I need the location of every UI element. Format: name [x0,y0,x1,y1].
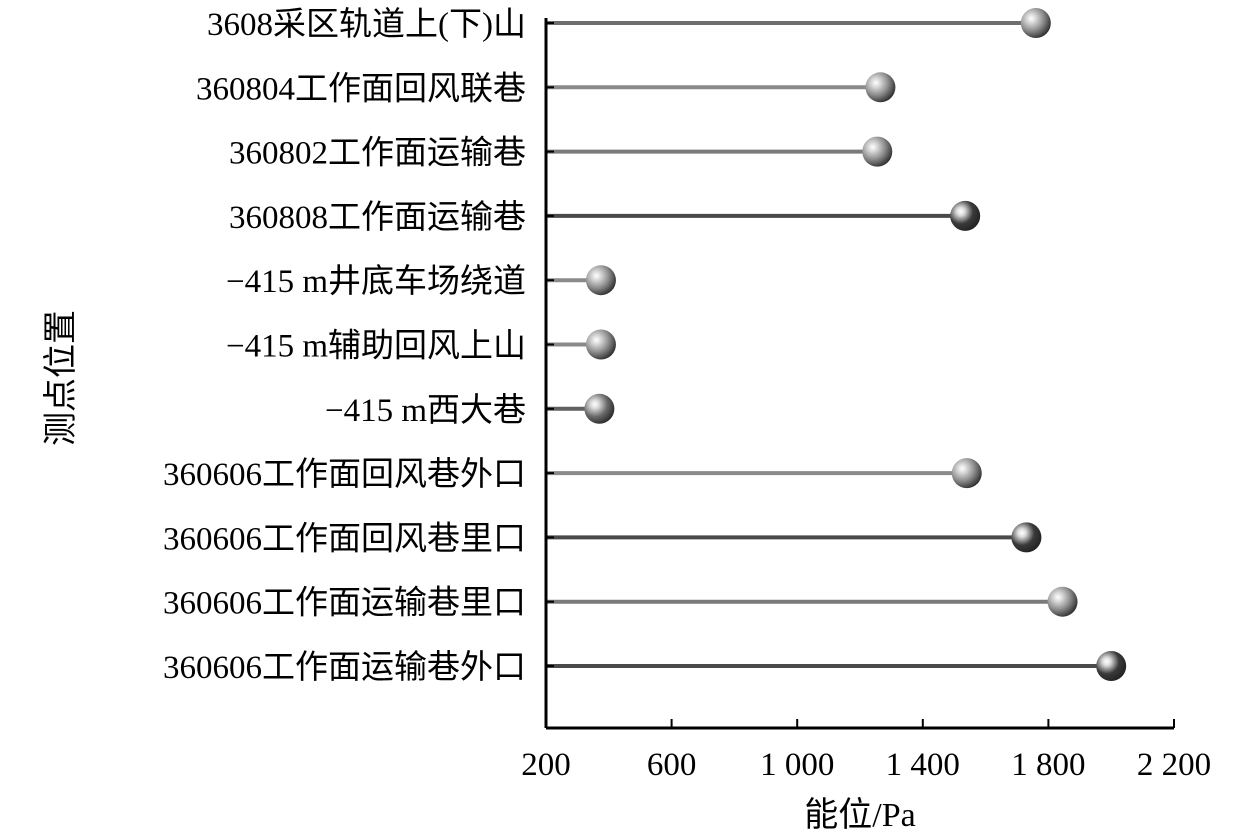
lollipop-marker [1096,651,1127,681]
lollipop-marker [584,393,615,424]
category-label: 360606工作面运输巷里口 [163,585,526,622]
x-ticks-group: 200 600 1 000 1 400 1 800 2 200 [521,719,1211,783]
x-axis-title: 能位/Pa [804,796,915,834]
category-label: 3608采区轨道上(下)山 [207,6,526,43]
category-label: −415 m井底车场绕道 [226,263,526,300]
category-label: 360606工作面回风巷外口 [163,456,526,493]
category-label: 360804工作面回风联巷 [196,71,526,107]
category-labels-group: 3608采区轨道上(下)山 360804工作面回风联巷 360802工作面运输巷 36… [163,6,526,686]
lollipop-marker [865,72,896,103]
x-tick-label: 600 [647,747,697,783]
category-label: −415 m辅助回风上山 [226,328,526,365]
markers-group [584,8,1127,681]
category-label: 360606工作面回风巷里口 [163,521,526,557]
x-tick-label: 2 200 [1137,747,1211,783]
lollipop-marker [950,200,981,231]
lollipop-marker [862,136,893,167]
x-tick-label: 1 000 [760,747,834,783]
x-tick-label: 1 800 [1011,747,1085,783]
lollipop-marker [951,458,982,489]
lollipop-marker [585,265,616,296]
category-label: 360606工作面运输巷外口 [163,649,526,686]
lollipop-marker [1011,522,1042,553]
lollipop-marker [585,329,616,360]
y-axis-title: 测点位置 [42,310,80,446]
category-label: −415 m西大巷 [325,392,526,429]
x-tick-label: 1 400 [886,747,960,783]
stems-group [546,21,1112,668]
lollipop-marker [1020,8,1051,38]
category-label: 360808工作面运输巷 [229,199,526,236]
lollipop-marker [1047,586,1078,617]
category-label: 360802工作面运输巷 [229,135,526,172]
x-tick-label: 200 [521,747,571,783]
